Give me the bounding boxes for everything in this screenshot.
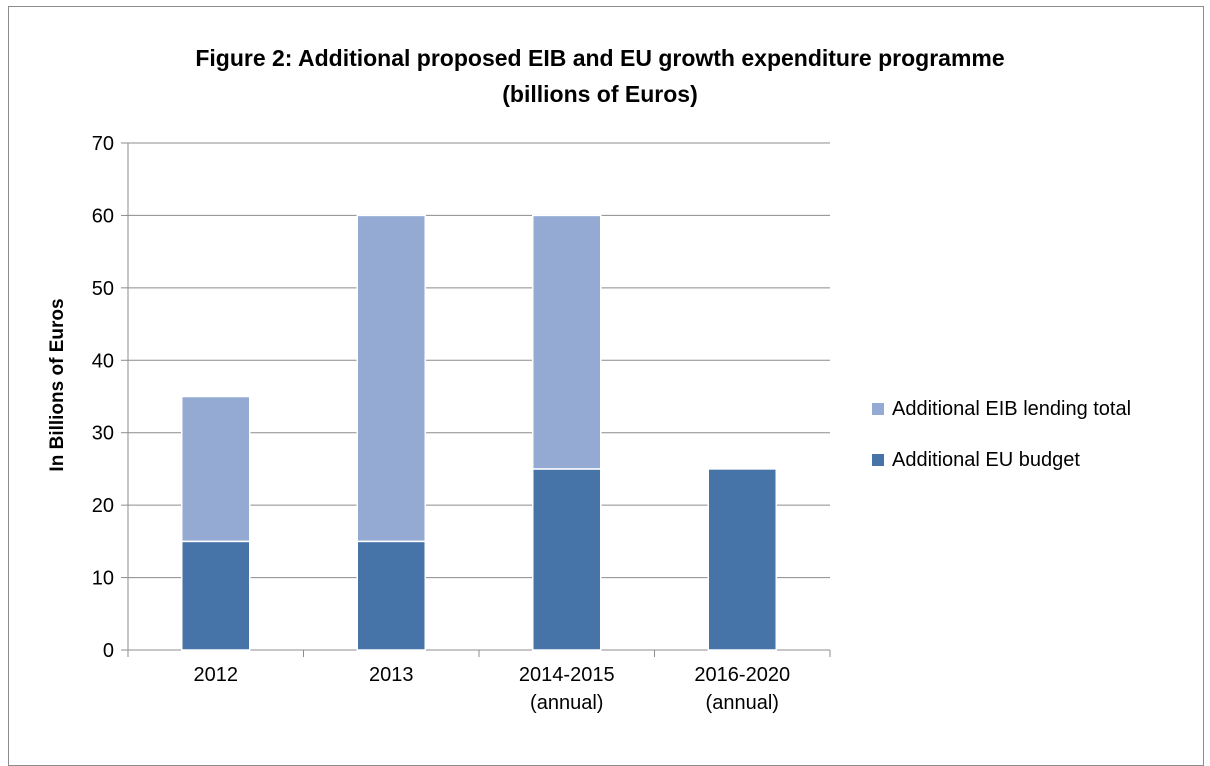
legend-swatch-eib-lending <box>872 403 884 415</box>
bar-eu-budget <box>707 468 777 651</box>
legend-label-eu-budget: Additional EU budget <box>892 448 1080 471</box>
bar-eu-budget <box>181 540 251 651</box>
y-tick-label: 50 <box>92 278 114 300</box>
bar-eib-lending <box>181 395 251 543</box>
chart-legend: Additional EIB lending total Additional … <box>872 395 1131 497</box>
chart-title: Figure 2: Additional proposed EIB and EU… <box>100 40 1100 112</box>
x-tick-label: 2013 <box>369 664 414 686</box>
y-tick-label: 70 <box>92 133 114 155</box>
legend-label-eib-lending: Additional EIB lending total <box>892 397 1132 420</box>
chart-title-line-2: (billions of Euros) <box>502 81 698 107</box>
x-tick-label: 2012 <box>194 664 239 686</box>
bar-eib-lending <box>532 214 602 470</box>
x-tick-label: (annual) <box>706 692 779 714</box>
x-tick-label: 2016-2020 <box>694 664 790 686</box>
y-tick-label: 40 <box>92 350 114 372</box>
chart-title-line-1: Figure 2: Additional proposed EIB and EU… <box>195 45 1005 71</box>
y-tick-label: 60 <box>92 205 114 227</box>
legend-swatch-eu-budget <box>872 454 884 466</box>
y-tick-label: 10 <box>92 568 114 590</box>
y-tick-label: 0 <box>103 640 114 662</box>
y-tick-label: 30 <box>92 423 114 445</box>
bar-eib-lending <box>356 214 426 543</box>
bar-eu-budget <box>532 468 602 651</box>
legend-item-eu-budget: Additional EU budget <box>872 446 1131 474</box>
y-tick-label: 20 <box>92 495 114 517</box>
x-tick-label: (annual) <box>530 692 603 714</box>
chart-plot: 0 10 20 30 40 50 60 70 2012 2013 2014-2015 (annual)… <box>92 133 831 714</box>
legend-item-eib-lending: Additional EIB lending total <box>872 395 1131 423</box>
bar-eu-budget <box>356 540 426 651</box>
x-tick-label: 2014-2015 <box>519 664 615 686</box>
